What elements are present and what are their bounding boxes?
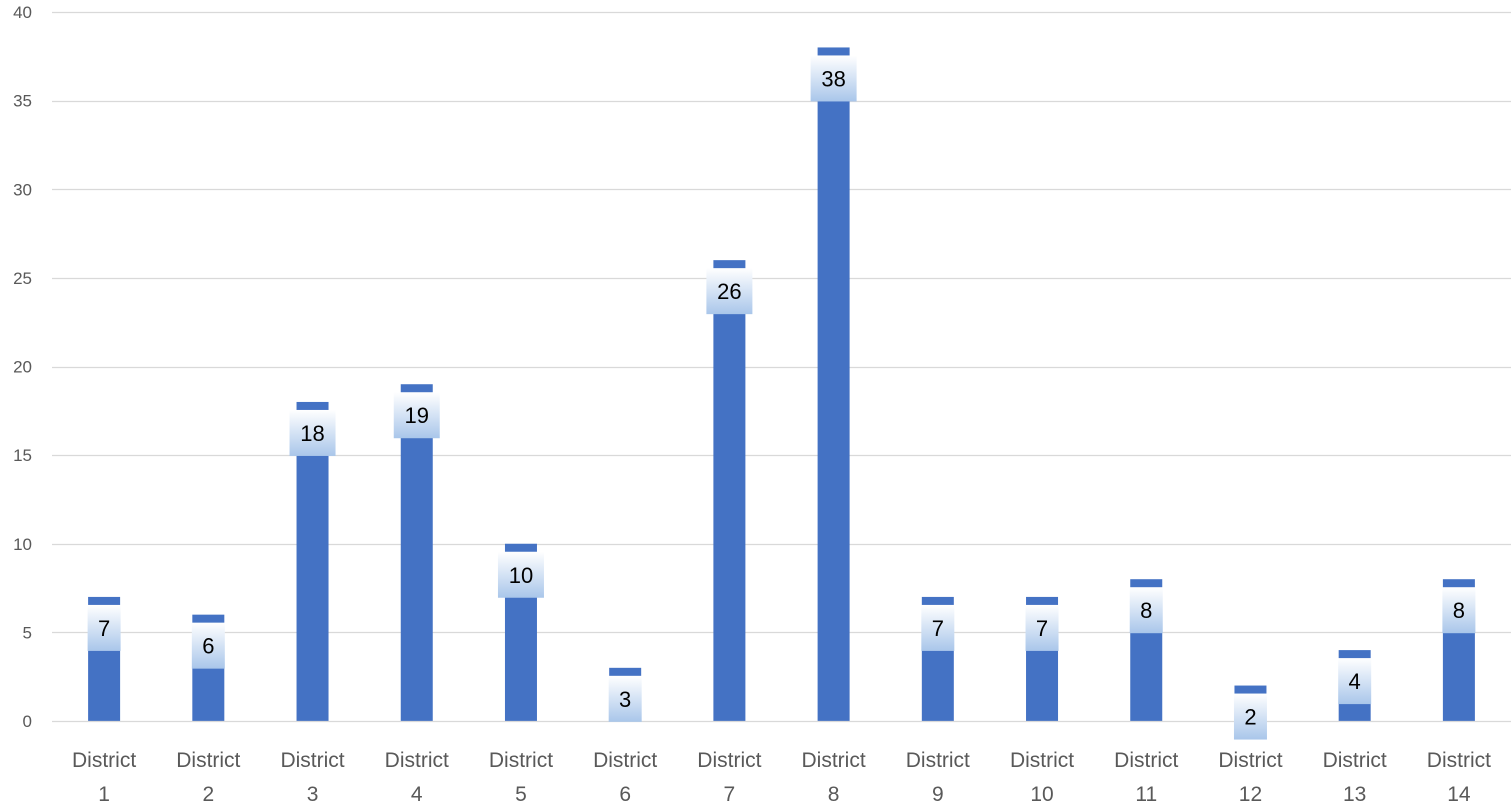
x-category-label-8: District 8 xyxy=(802,749,866,806)
gridlines xyxy=(52,11,1511,634)
data-label-value: 7 xyxy=(1036,616,1048,641)
x-category-label-4: District 4 xyxy=(385,749,449,806)
x-category-label-14: District 14 xyxy=(1427,749,1491,806)
data-labels: 7 6 18 19 10 3 26 38 7 7 8 2 4 8 xyxy=(87,55,1476,740)
data-label-box xyxy=(706,268,753,315)
data-label-box xyxy=(1442,587,1476,634)
data-label-box xyxy=(191,622,225,669)
data-label-district-11: 8 xyxy=(1129,587,1163,634)
data-label-value: 18 xyxy=(300,421,324,446)
data-label-district-12: 2 xyxy=(1233,693,1267,740)
data-label-box xyxy=(810,55,857,102)
x-category-label-10: District 10 xyxy=(1010,749,1074,806)
data-label-value: 7 xyxy=(98,616,110,641)
data-label-box xyxy=(1338,658,1372,705)
y-tick-label-10: 10 xyxy=(13,535,32,554)
x-category-label-1: District 1 xyxy=(72,749,136,806)
data-label-district-14: 8 xyxy=(1442,587,1476,634)
data-label-box xyxy=(1025,604,1059,651)
data-label-district-1: 7 xyxy=(87,604,121,651)
data-label-value: 26 xyxy=(717,279,741,304)
data-label-value: 6 xyxy=(202,634,214,659)
data-label-district-3: 18 xyxy=(289,409,336,456)
data-label-value: 8 xyxy=(1140,598,1152,623)
bar-district-8 xyxy=(817,47,850,721)
x-category-label-11: District 11 xyxy=(1114,749,1178,806)
y-tick-label-35: 35 xyxy=(13,92,32,111)
y-tick-label-0: 0 xyxy=(23,712,32,731)
x-category-label-5: District 5 xyxy=(489,749,553,806)
data-label-box xyxy=(497,551,544,598)
data-label-box xyxy=(87,604,121,651)
data-label-value: 8 xyxy=(1453,598,1465,623)
y-tick-label-15: 15 xyxy=(13,446,32,465)
bar-district-4 xyxy=(400,384,433,721)
data-label-box xyxy=(289,409,336,456)
data-label-district-13: 4 xyxy=(1338,658,1372,705)
x-category-label-7: District 7 xyxy=(697,749,761,806)
data-label-value: 10 xyxy=(509,563,533,588)
y-tick-label-40: 40 xyxy=(13,3,32,22)
y-axis-tick-labels: 0 5 10 15 20 25 30 35 40 xyxy=(13,3,32,731)
y-tick-label-5: 5 xyxy=(23,623,32,642)
data-label-district-10: 7 xyxy=(1025,604,1059,651)
data-label-box xyxy=(1233,693,1267,740)
data-label-box xyxy=(393,392,440,439)
data-label-box xyxy=(921,604,955,651)
data-label-value: 19 xyxy=(405,403,429,428)
y-tick-label-30: 30 xyxy=(13,180,32,199)
data-label-box xyxy=(1129,587,1163,634)
data-label-district-9: 7 xyxy=(921,604,955,651)
x-category-label-13: District 13 xyxy=(1323,749,1387,806)
data-label-value: 3 xyxy=(619,687,631,712)
bars xyxy=(88,47,1475,721)
x-category-label-12: District 12 xyxy=(1218,749,1282,806)
data-label-district-2: 6 xyxy=(191,622,225,669)
data-label-district-7: 26 xyxy=(706,268,753,315)
x-axis-category-labels: District 1 District 2 District 3 District 4 Dist… xyxy=(72,749,1491,806)
x-category-label-9: District 9 xyxy=(906,749,970,806)
data-label-value: 7 xyxy=(932,616,944,641)
y-tick-label-20: 20 xyxy=(13,358,32,377)
x-category-label-6: District 6 xyxy=(593,749,657,806)
x-category-label-2: District 2 xyxy=(176,749,240,806)
data-label-value: 4 xyxy=(1349,669,1361,694)
data-label-box xyxy=(608,675,642,722)
data-label-district-4: 19 xyxy=(393,392,440,439)
bar-district-7 xyxy=(713,260,746,721)
data-label-value: 38 xyxy=(821,66,845,91)
x-category-label-3: District 3 xyxy=(280,749,344,806)
y-tick-label-25: 25 xyxy=(13,269,32,288)
data-label-district-6: 3 xyxy=(608,675,642,722)
data-label-value: 2 xyxy=(1244,705,1256,730)
data-label-district-8: 38 xyxy=(810,55,857,102)
data-label-district-5: 10 xyxy=(497,551,544,598)
